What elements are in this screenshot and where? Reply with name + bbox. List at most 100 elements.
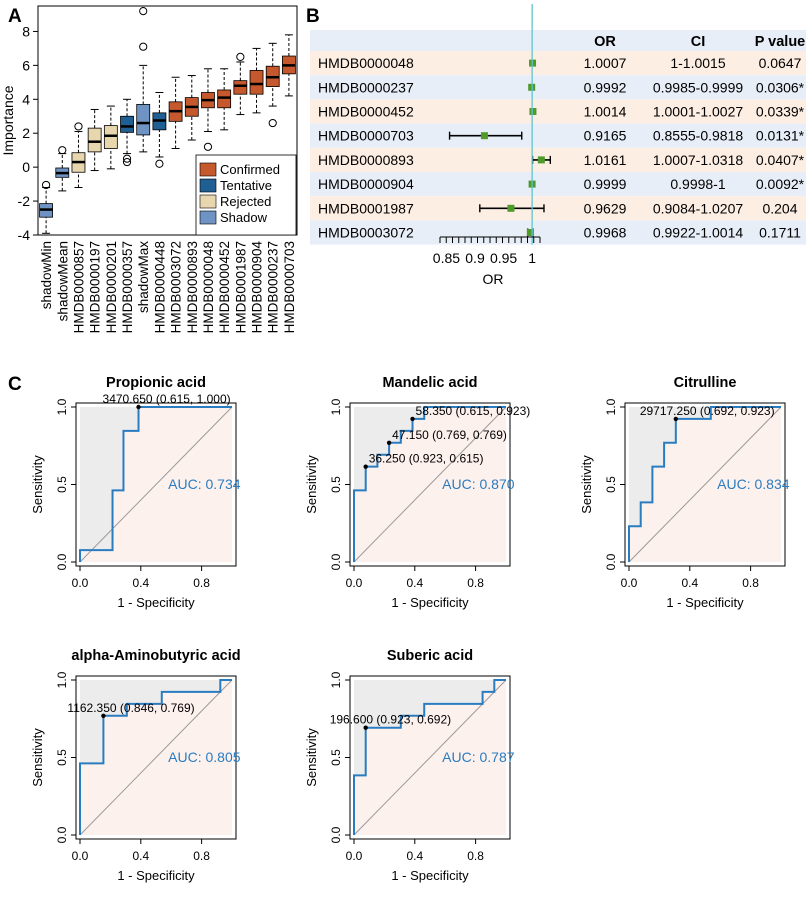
panel-a-category-label: HMDB0000237: [266, 241, 281, 333]
panel-b-xtick-label: 0.9: [465, 250, 485, 266]
panel-b-row-hmdb0000904: HMDB0000904 0.9999 0.9998-1 0.0092*: [310, 172, 806, 197]
roc-curve-line: [79, 679, 232, 835]
panel-a-ytick-label: 0: [22, 159, 30, 175]
panel-a-box-shadowmax: [136, 6, 151, 153]
roc-threshold-label: 3470.650 (0.615, 1.000): [103, 392, 231, 406]
roc-xtick-label: 0.4: [681, 576, 698, 590]
roc-auc-complement-shading: [629, 407, 781, 562]
panel-a-category-label: HMDB0000201: [104, 241, 119, 333]
row-or-point: [480, 132, 488, 140]
row-metabolite-name: HMDB0001987: [318, 200, 414, 216]
panel-a-ytick-label: -2: [18, 193, 31, 209]
row-metabolite-name: HMDB0000893: [318, 152, 414, 168]
panel-b-row-hmdb0000703: HMDB0000703 0.9165 0.8555-0.9818 0.0131*: [310, 123, 806, 148]
roc-ytick-label: 1.0: [329, 671, 343, 688]
box-body: [233, 80, 248, 95]
box-outlier: [74, 122, 83, 131]
roc-ytick-label: 0.0: [55, 553, 69, 570]
panel-a-legend-label: Shadow: [220, 210, 268, 225]
roc-y-axis-title: Sensitivity: [30, 728, 45, 787]
panel-a-box-hmdb0000904: [249, 47, 264, 114]
row-or-value: 0.9165: [584, 128, 627, 144]
roc-threshold-point: [673, 416, 679, 422]
roc-x-axis-title: 1 - Specificity: [666, 595, 744, 610]
panel-a-category-label: shadowMin: [39, 241, 54, 309]
row-background: [310, 123, 806, 148]
roc-diagonal-reference: [353, 679, 507, 836]
roc-ytick-label: 0.5: [55, 749, 69, 766]
roc-threshold-point: [101, 713, 106, 719]
panel-a-box-hmdb0000703: [282, 34, 296, 97]
panel-b-xtick-label: 0.85: [433, 250, 460, 266]
row-or-point: [529, 108, 537, 115]
panel-a-legend-label: Tentative: [220, 178, 272, 193]
roc-chart-propionic-acid: Propionic acid 0.0 0.5 1.0 Sensitivity 0.0 0.4…: [30, 375, 241, 610]
box-body: [87, 127, 102, 153]
panel-b-row-hmdb0000452: HMDB0000452 1.0014 1.0001-1.0027 0.0339*: [310, 99, 806, 124]
row-metabolite-name: HMDB0000048: [318, 55, 414, 71]
panel-b-column-header: OR: [594, 34, 616, 50]
roc-ytick-label: 1.0: [329, 398, 343, 415]
roc-x-axis-title: 1 - Specificity: [117, 868, 195, 883]
panel-a-ytick-label: 4: [22, 91, 30, 107]
panel-c-roc-curves: Propionic acid 0.0 0.5 1.0 Sensitivity 0.0 0.4…: [30, 375, 790, 883]
row-background: [310, 51, 806, 76]
roc-xtick-label: 0.0: [621, 576, 638, 590]
roc-xtick-label: 0.0: [72, 576, 89, 590]
row-background: [310, 75, 806, 100]
panel-a-legend-swatch: [199, 178, 217, 193]
row-or-point: [507, 204, 515, 212]
panel-a-box-shadowmin: [39, 180, 53, 234]
panel-a-category-label: HMDB0000048: [201, 241, 216, 333]
roc-x-axis-title: 1 - Specificity: [117, 595, 195, 610]
roc-x-axis-title: 1 - Specificity: [391, 595, 469, 610]
panel-a-category-label: HMDB0000893: [185, 241, 200, 333]
roc-auc-complement-shading: [80, 680, 232, 835]
panel-b-xtick-label: 1: [528, 250, 536, 266]
panel-a-box-hmdb0001987: [233, 52, 248, 116]
roc-chart-title: Propionic acid: [106, 375, 206, 391]
roc-auc-label: AUC: 0.787: [442, 749, 515, 765]
roc-ytick-label: 1.0: [55, 398, 69, 415]
roc-threshold-label: 58.350 (0.615, 0.923): [416, 404, 531, 418]
row-p-value: 0.0092*: [756, 176, 805, 192]
box-outlier: [139, 42, 148, 51]
panel-b-forest-plot: OR CI P value HMDB0000048 1.0007 1-1.0015 0.06…: [310, 4, 806, 287]
panel-a-legend-swatch: [199, 162, 217, 177]
roc-diagonal-reference: [79, 406, 233, 563]
roc-ytick-label: 0.0: [604, 553, 618, 570]
roc-x-axis-title: 1 - Specificity: [391, 868, 469, 883]
row-ci-value: 0.9084-1.0207: [653, 200, 744, 216]
roc-xtick-label: 0.8: [467, 849, 484, 863]
roc-chart-title: Citrulline: [674, 375, 737, 391]
roc-y-axis-title: Sensitivity: [30, 455, 45, 514]
roc-xtick-label: 0.8: [467, 576, 484, 590]
row-ci-value: 0.9922-1.0014: [653, 225, 744, 241]
roc-auc-complement-shading: [354, 407, 506, 562]
panel-a-category-label: HMDB0000197: [88, 241, 103, 333]
row-or-value: 0.9629: [584, 200, 627, 216]
row-or-value: 1.0161: [584, 152, 627, 168]
box-body: [217, 89, 232, 109]
roc-threshold-label: 1162.350 (0.846, 0.769): [67, 701, 194, 715]
row-ci-value: 1.0007-1.0318: [653, 152, 744, 168]
row-background: [310, 147, 806, 172]
roc-ytick-label: 0.0: [55, 826, 69, 843]
roc-chart-alpha-aminobutyric-acid: alpha-Aminobutyric acid 0.0 0.5 1.0 Sensitiv…: [30, 648, 241, 883]
box-outlier: [139, 6, 148, 16]
box-outlier: [41, 180, 51, 190]
row-ci-value: 0.8555-0.9818: [653, 128, 744, 144]
panel-b-header-background: [310, 30, 806, 51]
panel-a-category-label: HMDB0000703: [282, 241, 297, 333]
panel-label-b: B: [306, 6, 320, 27]
row-ci-value: 0.9985-0.9999: [653, 79, 744, 95]
box-outlier: [58, 146, 67, 155]
roc-curve-line: [79, 406, 232, 562]
panel-a-ytick-label: 2: [22, 125, 30, 141]
roc-curve-line: [628, 406, 781, 562]
roc-xtick-label: 0.4: [132, 849, 149, 863]
row-metabolite-name: HMDB0000904: [318, 176, 414, 192]
roc-threshold-label: 29717.250 (0.692, 0.923): [640, 404, 775, 418]
panel-a-ytick-label: 6: [22, 57, 30, 73]
row-p-value: 0.1711: [759, 225, 801, 241]
